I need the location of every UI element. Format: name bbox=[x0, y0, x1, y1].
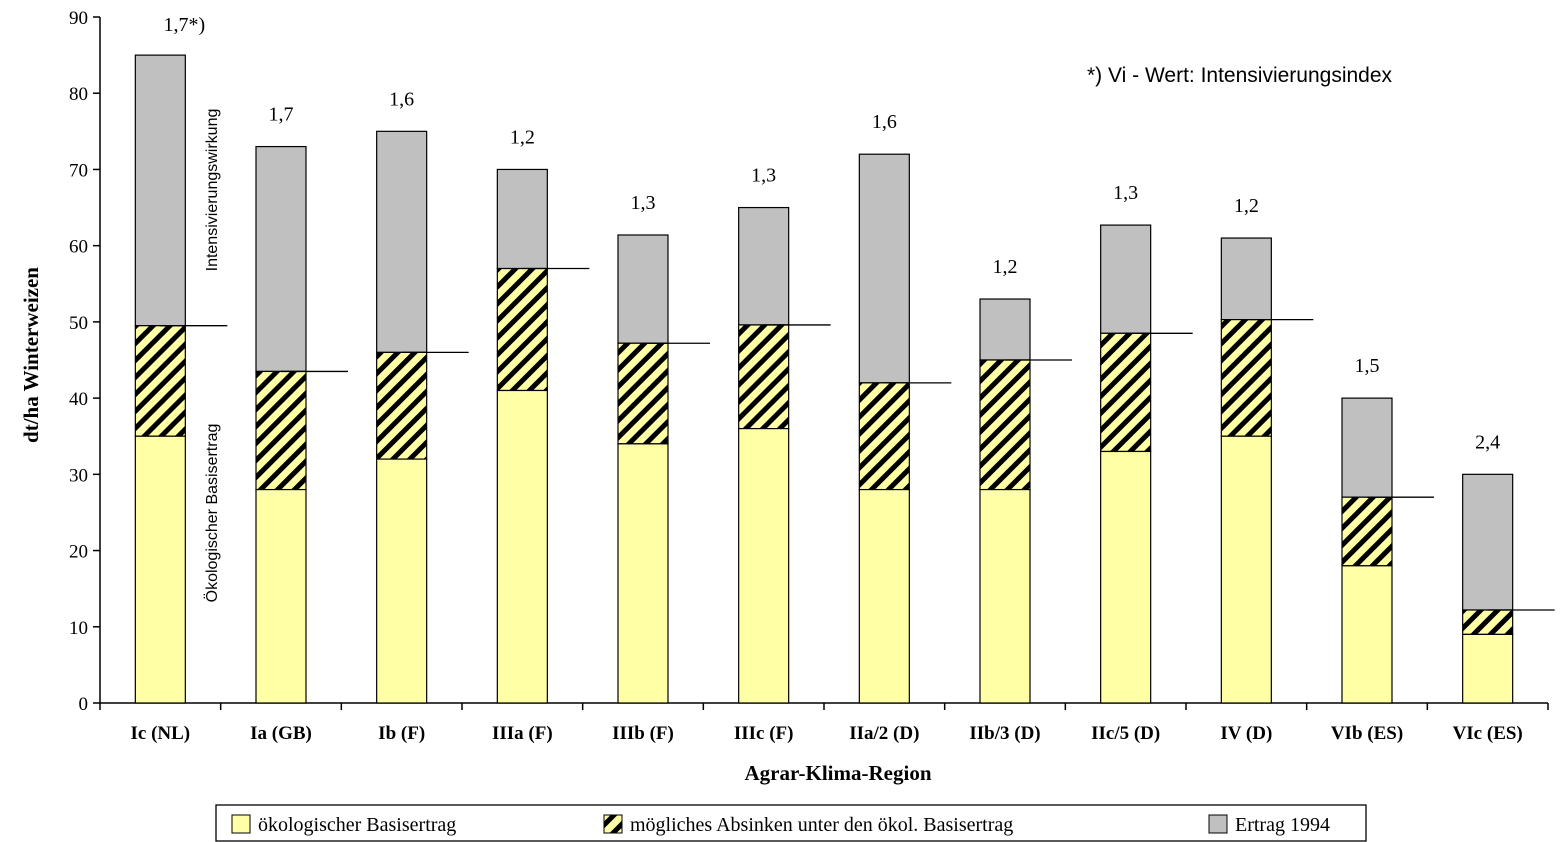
bar-segment-ertrag-1994 bbox=[1341, 397, 1393, 498]
x-tick-label: IIc/5 (D) bbox=[1091, 723, 1160, 744]
bar-segment-absinken bbox=[979, 359, 1031, 491]
x-tick-label: IIIa (F) bbox=[492, 723, 553, 744]
y-tick-label: 80 bbox=[69, 84, 88, 105]
x-tick-label: VIc (ES) bbox=[1453, 723, 1523, 744]
bar-segment-basisertrag bbox=[376, 458, 428, 704]
bar-segment-basisertrag bbox=[1100, 450, 1152, 704]
footnote-text: *) Vi - Wert: Intensivierungsindex bbox=[1087, 64, 1393, 87]
footnote: *) Vi - Wert: Intensivierungsindex bbox=[1087, 64, 1393, 87]
x-tick-label: IIb/3 (D) bbox=[969, 723, 1040, 744]
bar-segment-absinken bbox=[1100, 332, 1152, 453]
bar-segment-absinken bbox=[1341, 496, 1393, 567]
vi-value-label: 1,7 bbox=[269, 104, 294, 126]
bar-segment-ertrag-1994 bbox=[1462, 473, 1514, 611]
vi-value-label: 1,5 bbox=[1355, 355, 1380, 377]
legend-swatch bbox=[231, 814, 251, 834]
y-tick-label: 0 bbox=[79, 694, 89, 715]
y-tick-label: 50 bbox=[69, 313, 88, 334]
y-tick-label: 10 bbox=[69, 618, 88, 639]
legend-frame bbox=[215, 804, 1367, 842]
vi-value-label: 1,6 bbox=[872, 111, 897, 133]
labels: 1,7*) Ic (NL) 1,7 Ia (GB) 1,6 Ib (F) 1,2 IIIa (… bbox=[131, 14, 1523, 744]
bar-segment-absinken bbox=[1220, 319, 1272, 437]
legend-label: Ertrag 1994 bbox=[1235, 814, 1330, 836]
bar-segment-ertrag-1994 bbox=[858, 153, 910, 384]
svg-text:*) Vi - Wert: Intensivierungsi: *) Vi - Wert: Intensivierungsindex bbox=[1087, 64, 1393, 87]
x-tick-label: IIIc (F) bbox=[734, 723, 794, 744]
bar-segment-ertrag-1994 bbox=[134, 54, 186, 327]
bar-segment-ertrag-1994 bbox=[1220, 237, 1272, 321]
x-tick-label: Ia (GB) bbox=[250, 723, 312, 744]
y-tick-label: 60 bbox=[69, 237, 88, 258]
bar-segment-ertrag-1994 bbox=[617, 234, 669, 344]
vi-value-label: 1,2 bbox=[993, 256, 1018, 278]
x-tick-label: IIa/2 (D) bbox=[849, 723, 919, 744]
legend: ökologischer Basisertrag mögliches Absink… bbox=[215, 804, 1367, 842]
bar-segment-absinken bbox=[255, 370, 307, 491]
bar-segment-ertrag-1994 bbox=[738, 206, 790, 326]
bar-segment-absinken bbox=[134, 325, 186, 437]
x-axis-title: Agrar-Klima-Region bbox=[744, 761, 931, 785]
bar-segment-ertrag-1994 bbox=[979, 298, 1031, 361]
bar-segment-ertrag-1994 bbox=[496, 168, 548, 270]
bar-segment-absinken bbox=[858, 382, 910, 491]
bar-segment-basisertrag bbox=[255, 488, 307, 704]
x-tick-label: IV (D) bbox=[1220, 723, 1272, 744]
bar-segment-absinken bbox=[376, 351, 428, 460]
vi-value-label: 1,2 bbox=[510, 126, 535, 148]
y-tick-label: 20 bbox=[69, 542, 88, 563]
bar-segment-basisertrag bbox=[1462, 633, 1514, 704]
vi-value-label: 1,7*) bbox=[163, 14, 205, 36]
bar-segment-basisertrag bbox=[1341, 565, 1393, 704]
x-tick-label: Ic (NL) bbox=[131, 723, 191, 744]
y-tick-label: 70 bbox=[69, 160, 88, 181]
legend-label: ökologischer Basisertrag bbox=[258, 814, 456, 836]
x-tick-label: VIb (ES) bbox=[1331, 723, 1403, 744]
y-tick-label: 40 bbox=[69, 389, 88, 410]
bar-segment-basisertrag bbox=[738, 428, 790, 704]
bar-segment-absinken bbox=[496, 267, 548, 392]
y-tick-label: 30 bbox=[69, 465, 88, 486]
y-axis-title: dt/ha Winterweizen bbox=[19, 267, 43, 443]
legend-swatch bbox=[1208, 814, 1228, 834]
bar-segment-basisertrag bbox=[134, 435, 186, 704]
axes: 0 10 20 30 40 50 60 70 80 90 bbox=[69, 8, 1549, 715]
vi-value-label: 2,4 bbox=[1475, 431, 1500, 453]
vi-value-label: 1,6 bbox=[389, 88, 414, 110]
y-tick-label: 90 bbox=[69, 8, 88, 29]
vi-value-label: 1,2 bbox=[1234, 195, 1259, 217]
bars bbox=[134, 54, 1555, 704]
vi-value-label: 1,3 bbox=[751, 165, 776, 187]
x-tick-label: IIIb (F) bbox=[612, 723, 674, 744]
bar-segment-absinken bbox=[617, 342, 669, 445]
vi-value-label: 1,3 bbox=[631, 192, 656, 214]
bar-segment-absinken bbox=[738, 324, 790, 430]
bar-segment-ertrag-1994 bbox=[1100, 224, 1152, 334]
annotation-oekologischer-basisertrag: Ökologischer Basisertrag bbox=[203, 424, 221, 603]
bar-segment-absinken bbox=[1462, 609, 1514, 636]
bar-segment-ertrag-1994 bbox=[255, 145, 307, 373]
bar-segment-basisertrag bbox=[858, 488, 910, 704]
bar-segment-basisertrag bbox=[979, 488, 1031, 704]
vi-value-label: 1,3 bbox=[1113, 182, 1138, 204]
legend-label: mögliches Absinken unter den ökol. Basis… bbox=[630, 814, 1013, 836]
legend-swatch bbox=[603, 814, 623, 834]
annotation-intensivierungswirkung: Intensivierungswirkung bbox=[204, 109, 221, 272]
bar-segment-basisertrag bbox=[617, 443, 669, 704]
bar-segment-ertrag-1994 bbox=[376, 130, 428, 353]
x-tick-label: Ib (F) bbox=[378, 723, 425, 744]
bar-segment-basisertrag bbox=[496, 389, 548, 704]
bar-segment-basisertrag bbox=[1220, 435, 1272, 704]
